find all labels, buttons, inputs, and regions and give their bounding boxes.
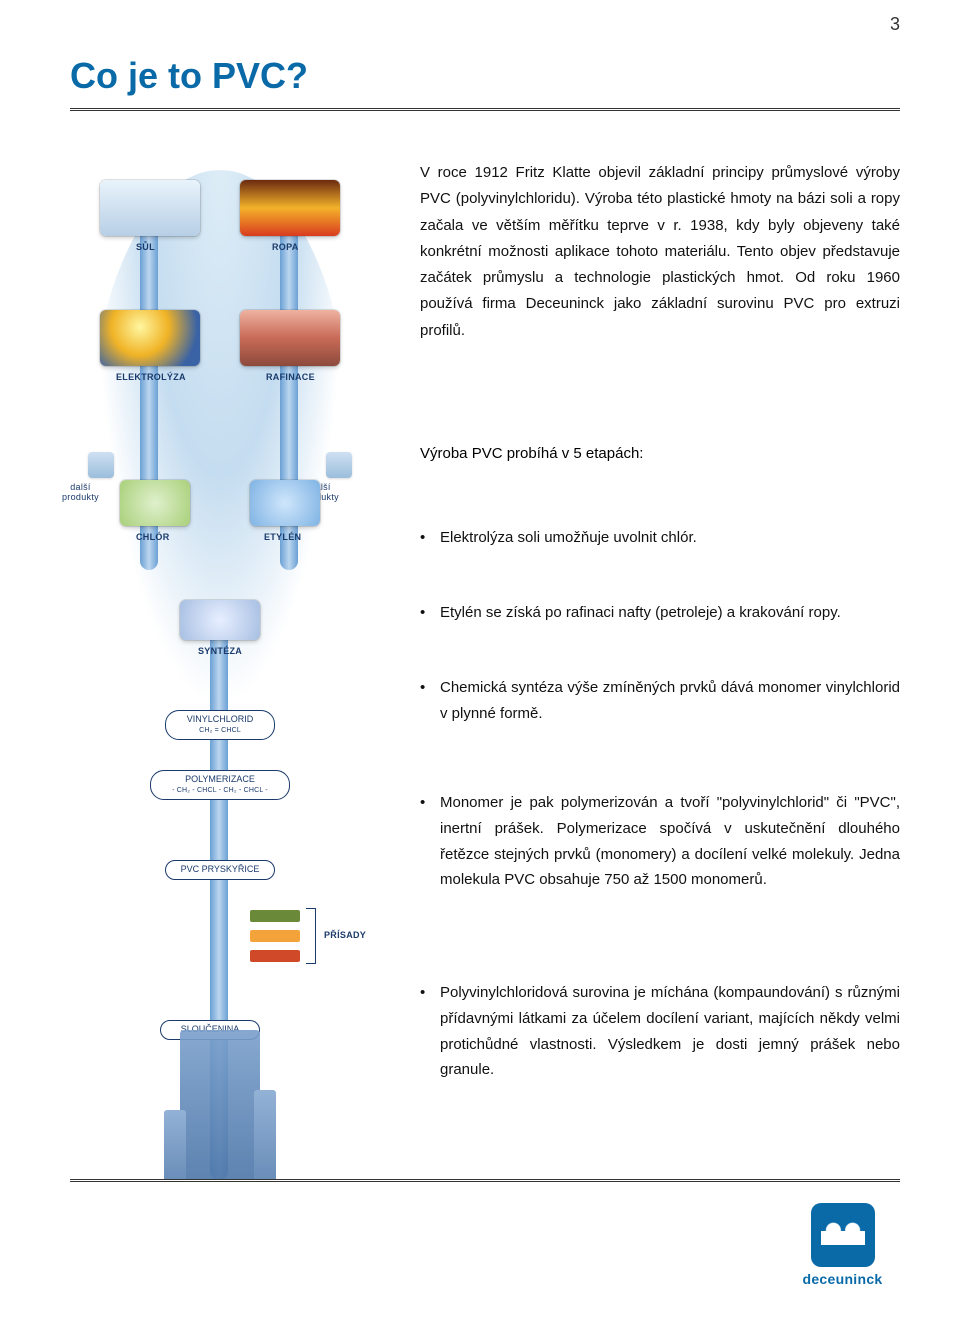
brand-logo-text: deceuninck [785, 1271, 900, 1287]
label-additives: PŘÍSADY [324, 930, 366, 940]
factory-graphic [180, 1030, 260, 1180]
chip-byproduct-right [326, 452, 352, 478]
footer-rule [70, 1179, 900, 1182]
bullet-list-4: Monomer je pak polymerizován a tvoří "po… [420, 790, 900, 893]
label-ethylene: ETYLÉN [264, 532, 301, 542]
bullet-ethylene: Etylén se získá po rafinaci nafty (petro… [420, 600, 900, 626]
label-polymerizace-formula: - CH₂ - CHCL - CH₂ - CHCL - [172, 787, 268, 794]
label-vinylchlorid: VINYLCHLORID [187, 714, 254, 724]
page-number: 3 [890, 14, 900, 35]
label-chlorine: CHLÓR [136, 532, 170, 542]
stages-heading: Výroba PVC probíhá v 5 etapách: [420, 445, 643, 462]
process-diagram: SŮL ROPA ELEKTROLÝZA RAFINACE dalšíprodu… [50, 150, 390, 1230]
chip-electrolysis [100, 310, 200, 366]
label-oil: ROPA [272, 242, 299, 252]
additive-bar-3 [250, 950, 300, 962]
chip-oil [240, 180, 340, 236]
page-title: Co je to PVC? [70, 55, 308, 97]
bullet-compounding: Polyvinylchloridová surovina je míchána … [420, 980, 900, 1083]
chip-chlorine [120, 480, 190, 526]
bullet-list-1: Elektrolýza soli umožňuje uvolnit chlór. [420, 525, 900, 551]
intro-paragraph: V roce 1912 Fritz Klatte objevil základn… [420, 160, 900, 344]
bullet-list-3: Chemická syntéza výše zmíněných prvků dá… [420, 675, 900, 727]
chip-byproduct-left [88, 452, 114, 478]
label-polymerizace: POLYMERIZACE [185, 774, 255, 784]
chip-salt [100, 180, 200, 236]
lozenge-pvc-resin: PVC PRYSKYŘICE [165, 860, 275, 880]
lozenge-vinylchlorid: VINYLCHLORID CH₂ = CHCL [165, 710, 275, 740]
chip-synthesis [180, 600, 260, 640]
bullet-list-2: Etylén se získá po rafinaci nafty (petro… [420, 600, 900, 626]
label-byproduct-left: dalšíprodukty [62, 482, 99, 502]
label-electrolysis: ELEKTROLÝZA [116, 372, 186, 382]
label-pvc-resin: PVC PRYSKYŘICE [181, 864, 260, 874]
label-synthesis: SYNTÉZA [198, 646, 242, 656]
bullet-electrolysis: Elektrolýza soli umožňuje uvolnit chlór. [420, 525, 900, 551]
additive-bar-2 [250, 930, 300, 942]
label-vinylchlorid-formula: CH₂ = CHCL [199, 727, 241, 734]
brand-logo: deceuninck [785, 1203, 900, 1287]
label-refining: RAFINACE [266, 372, 315, 382]
bullet-list-5: Polyvinylchloridová surovina je míchána … [420, 980, 900, 1083]
brand-logo-icon [811, 1203, 875, 1267]
chip-refining [240, 310, 340, 366]
lozenge-polymerizace: POLYMERIZACE - CH₂ - CHCL - CH₂ - CHCL - [150, 770, 290, 800]
additive-bar-1 [250, 910, 300, 922]
chip-ethylene [250, 480, 320, 526]
bullet-synthesis: Chemická syntéza výše zmíněných prvků dá… [420, 675, 900, 727]
label-salt: SŮL [136, 242, 155, 252]
title-rule [70, 108, 900, 111]
bullet-polymerization: Monomer je pak polymerizován a tvoří "po… [420, 790, 900, 893]
additive-bracket [306, 908, 316, 964]
